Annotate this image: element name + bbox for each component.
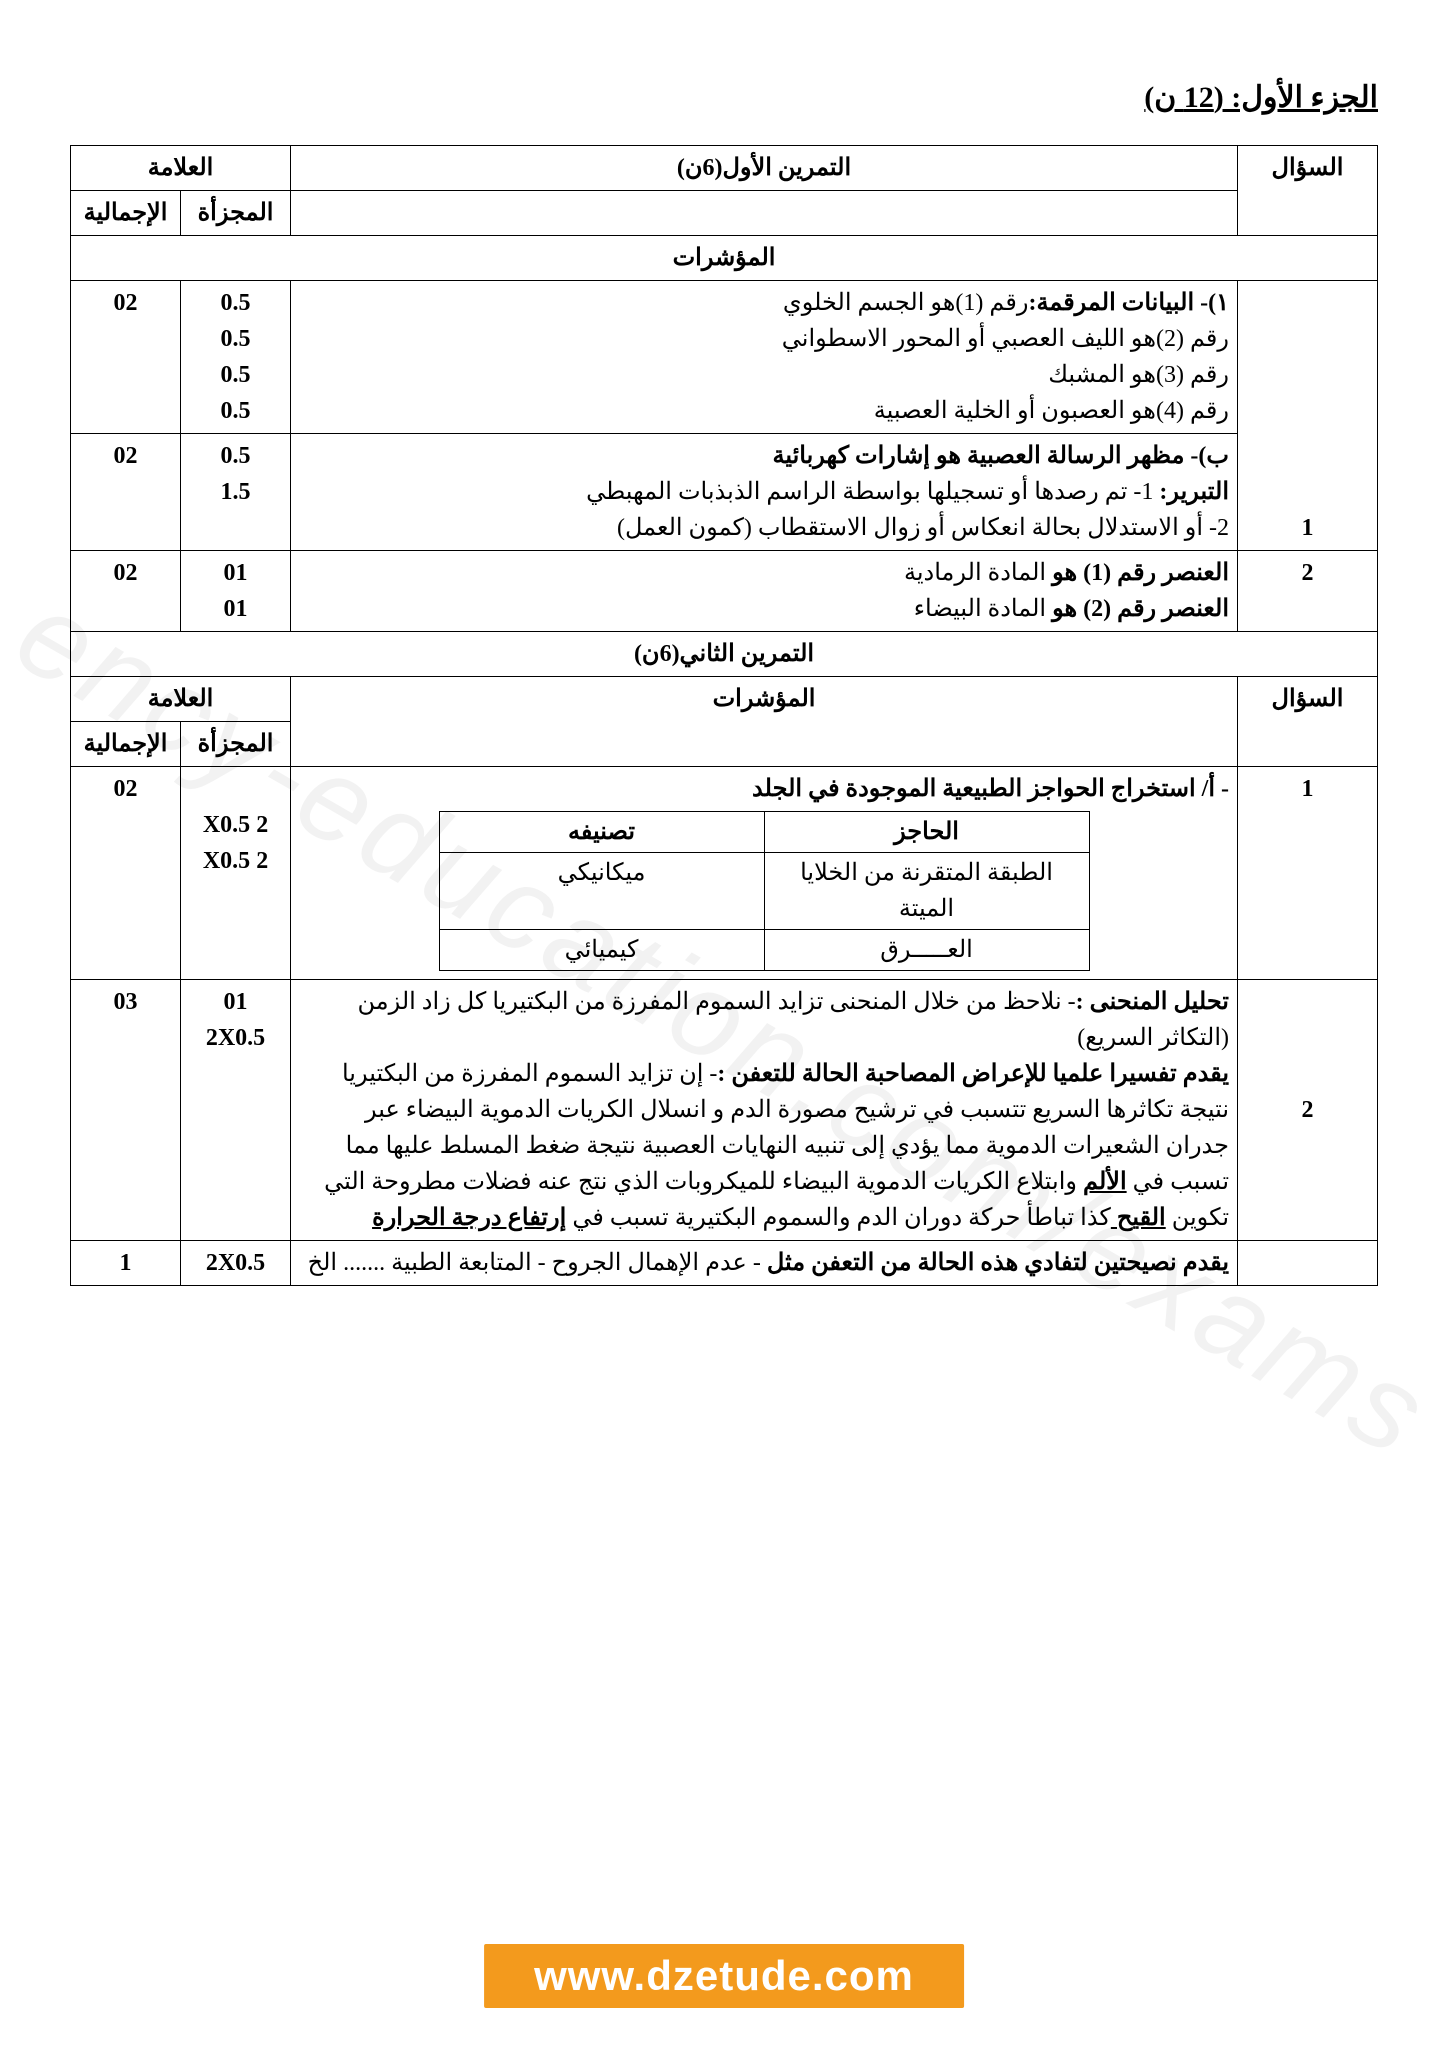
main-table: السؤال التمرين الأول(6ن) العلامة المجزأة…	[70, 145, 1378, 1286]
text: رقم (2)هو الليف العصبي أو المحور الاسطوا…	[782, 326, 1229, 352]
q-number: 1	[1238, 281, 1378, 551]
label: ب)- مظهر الرسالة العصبية هو إشارات كهربا…	[773, 443, 1229, 469]
partial-score: 2 X0.5 2 X0.5	[181, 767, 291, 980]
label: يقدم نصيحتين لتفادي هذه الحالة من التعفن…	[767, 1250, 1229, 1276]
text: المادة البيضاء	[914, 596, 1052, 622]
text: رقم (4)هو العصبون أو الخلية العصبية	[874, 398, 1229, 424]
q-number: 1	[1238, 767, 1378, 980]
header-grade: العلامة	[71, 677, 291, 722]
q-number	[1238, 1241, 1378, 1286]
q-number: 2	[1238, 551, 1378, 632]
text: 2- أو الاستدلال بحالة انعكاس أو زوال الا…	[617, 515, 1229, 541]
header-partial: المجزأة	[181, 722, 291, 767]
inner-table: الحاجز تصنيفه الطبقة المتقرنة من الخلايا…	[439, 811, 1090, 971]
table-row: ب)- مظهر الرسالة العصبية هو إشارات كهربا…	[71, 434, 1378, 551]
header-indicators: المؤشرات	[291, 677, 1238, 767]
inner-cell: كيميائي	[439, 930, 764, 971]
label: يقدم تفسيرا علميا للإعراض المصاحبة الحال…	[717, 1061, 1229, 1087]
inner-header: تصنيفه	[439, 812, 764, 853]
answer-cell: ١)- البيانات المرقمة:رقم (1)هو الجسم الخ…	[291, 281, 1238, 434]
header-row-2: المجزأة الإجمالية	[71, 191, 1378, 236]
exercise2-header: التمرين الثاني(6ن)	[71, 632, 1378, 677]
header-partial: المجزأة	[181, 191, 291, 236]
underline-term: القيح	[1111, 1205, 1166, 1231]
total-score: 02	[71, 767, 181, 980]
subtitle: - أ/ استخراج الحواجز الطبيعية الموجودة ف…	[299, 771, 1229, 807]
label: العنصر رقم (2) هو	[1052, 596, 1229, 622]
inner-cell: ميكانيكي	[439, 853, 764, 930]
answer-cell: العنصر رقم (1) هو المادة الرمادية العنصر…	[291, 551, 1238, 632]
text: رقم (3)هو المشبك	[1048, 362, 1229, 388]
partial-score: 01 01	[181, 551, 291, 632]
empty-cell	[291, 191, 1238, 236]
header-total: الإجمالية	[71, 191, 181, 236]
table-row: 1 - أ/ استخراج الحواجز الطبيعية الموجودة…	[71, 767, 1378, 980]
underline-term: الألم	[1083, 1169, 1127, 1195]
text: كذا تباطأ حركة دوران الدم والسموم البكتي…	[566, 1205, 1111, 1231]
label: التبرير:	[1159, 479, 1229, 505]
total-score: 03	[71, 980, 181, 1241]
header-row: السؤال المؤشرات العلامة	[71, 677, 1378, 722]
header-question: السؤال	[1238, 677, 1378, 767]
label: العنصر رقم (1) هو	[1052, 560, 1229, 586]
total-score: 02	[71, 434, 181, 551]
header-exercise1: التمرين الأول(6ن)	[291, 146, 1238, 191]
header-row: السؤال التمرين الأول(6ن) العلامة	[71, 146, 1378, 191]
total-score: 02	[71, 281, 181, 434]
text: رقم (1)هو الجسم الخلوي	[783, 290, 1029, 316]
table-row: 2 تحليل المنحنى :- نلاحظ من خلال المنحنى…	[71, 980, 1378, 1241]
partial-score: 01 2X0.5	[181, 980, 291, 1241]
text: المادة الرمادية	[904, 560, 1052, 586]
table-row: 1 ١)- البيانات المرقمة:رقم (1)هو الجسم ا…	[71, 281, 1378, 434]
answer-cell: تحليل المنحنى :- نلاحظ من خلال المنحنى ت…	[291, 980, 1238, 1241]
footer-banner: www.dzetude.com	[484, 1944, 964, 2008]
answer-cell: ب)- مظهر الرسالة العصبية هو إشارات كهربا…	[291, 434, 1238, 551]
indicators-row: المؤشرات	[71, 236, 1378, 281]
table-row: 2 العنصر رقم (1) هو المادة الرمادية العن…	[71, 551, 1378, 632]
total-score: 1	[71, 1241, 181, 1286]
underline-term: إرتفاع درجة الحرارة	[372, 1205, 566, 1231]
text: 1- تم رصدها أو تسجيلها بواسطة الراسم الذ…	[586, 479, 1159, 505]
header-question: السؤال	[1238, 146, 1378, 236]
answer-cell: يقدم نصيحتين لتفادي هذه الحالة من التعفن…	[291, 1241, 1238, 1286]
partial-score: 2X0.5	[181, 1241, 291, 1286]
partial-score: 0.5 1.5	[181, 434, 291, 551]
q-number: 2	[1238, 980, 1378, 1241]
table-row: يقدم نصيحتين لتفادي هذه الحالة من التعفن…	[71, 1241, 1378, 1286]
part-title: الجزء الأول: (12 ن)	[70, 80, 1378, 115]
indicators-header: المؤشرات	[71, 236, 1378, 281]
header-grade: العلامة	[71, 146, 291, 191]
header-total: الإجمالية	[71, 722, 181, 767]
total-score: 02	[71, 551, 181, 632]
partial-score: 0.5 0.5 0.5 0.5	[181, 281, 291, 434]
label: ١)- البيانات المرقمة:	[1028, 290, 1229, 316]
exercise2-banner: التمرين الثاني(6ن)	[71, 632, 1378, 677]
inner-cell: العـــــرق	[764, 930, 1089, 971]
label: تحليل المنحنى :	[1076, 989, 1229, 1015]
inner-header: الحاجز	[764, 812, 1089, 853]
text: - عدم الإهمال الجروح - المتابعة الطبية .…	[308, 1250, 767, 1276]
answer-cell: - أ/ استخراج الحواجز الطبيعية الموجودة ف…	[291, 767, 1238, 980]
inner-cell: الطبقة المتقرنة من الخلايا الميتة	[764, 853, 1089, 930]
